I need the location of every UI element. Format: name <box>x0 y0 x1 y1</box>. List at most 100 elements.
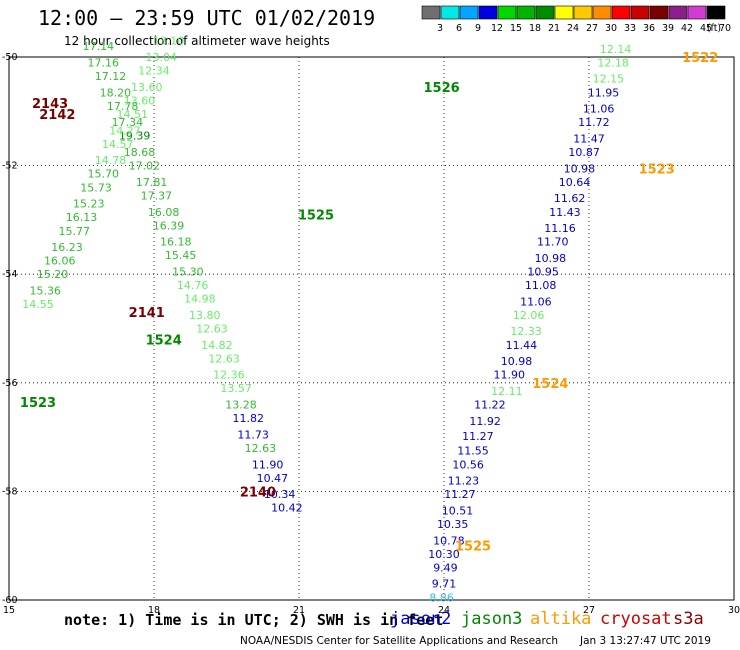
swh-value-label: 10.87 <box>568 146 600 159</box>
swh-value-label: 12.63 <box>196 323 228 336</box>
swh-value-label: 11.27 <box>444 488 476 501</box>
swh-value-label: 13.60 <box>124 94 156 107</box>
swh-value-label: 10.51 <box>442 504 474 517</box>
x-tick-label: 24 <box>438 605 450 616</box>
legend-tick-label: 45 <box>700 23 712 34</box>
swh-value-label: 13.28 <box>225 399 257 412</box>
footnote: note: 1) Time is in UTC; 2) SWH is in fe… <box>64 611 444 629</box>
pass-number-label: 1524 <box>146 333 182 348</box>
y-tick-label: -58 <box>2 486 18 497</box>
swh-value-label: 14.78 <box>95 154 127 167</box>
legend-swatch <box>497 5 517 20</box>
swh-value-label: 11.16 <box>544 222 576 235</box>
swh-value-label: 12.06 <box>513 309 545 322</box>
legend-swatch <box>611 5 631 20</box>
swh-value-label: 12.36 <box>213 369 245 382</box>
credit-line: NOAA/NESDIS Center for Satellite Applica… <box>240 635 558 647</box>
swh-value-label: 10.47 <box>257 472 289 485</box>
swh-value-label: 11.43 <box>549 206 581 219</box>
pass-number-label: 1523 <box>20 396 56 411</box>
swh-value-label: 10.98 <box>501 355 533 368</box>
pass-number-label: 2142 <box>39 108 75 123</box>
legend-tick-label: 9 <box>475 23 481 34</box>
swh-value-label: 11.72 <box>578 116 610 129</box>
legend-swatch <box>630 5 650 20</box>
pass-number-label: 1525 <box>455 540 491 555</box>
swh-value-label: 11.62 <box>554 192 586 205</box>
swh-value-label: 11.90 <box>252 458 284 471</box>
swh-value-label: 11.22 <box>474 399 506 412</box>
legend-swatch <box>706 5 726 20</box>
swh-value-label: 10.42 <box>271 502 303 515</box>
x-tick-label: 30 <box>728 605 740 616</box>
legend-tick-label: 6 <box>456 23 462 34</box>
swh-value-label: 10.95 <box>527 265 559 278</box>
legend-swatch <box>440 5 460 20</box>
x-tick-label: 15 <box>3 605 15 616</box>
swh-value-label: 17.78 <box>107 100 139 113</box>
swh-value-label: 11.70 <box>537 236 569 249</box>
swh-value-label: 10.98 <box>564 162 596 175</box>
swh-value-label: 17.37 <box>141 189 173 202</box>
y-tick-label: -60 <box>2 595 18 606</box>
swh-value-label: 17.02 <box>129 160 161 173</box>
swh-value-label: 10.98 <box>535 252 567 265</box>
pass-number-label: 1525 <box>298 208 334 223</box>
swh-value-label: 15.77 <box>59 225 91 238</box>
swh-value-label: 12.34 <box>138 65 170 78</box>
swh-value-label: 10.56 <box>452 458 484 471</box>
y-tick-label: -56 <box>2 378 18 389</box>
swh-value-label: 11.82 <box>233 412 265 425</box>
swh-value-label: 9.49 <box>433 561 458 574</box>
legend-tick-label: 36 <box>643 23 655 34</box>
swh-value-label: 17.16 <box>88 56 120 69</box>
x-tick-label: 21 <box>293 605 305 616</box>
swh-value-label: 17.34 <box>112 116 144 129</box>
swh-value-label: 13.80 <box>189 309 221 322</box>
swh-value-label: 13.60 <box>131 81 163 94</box>
swh-value-label: 12.33 <box>510 325 542 338</box>
swh-value-label: 11.06 <box>520 295 552 308</box>
swh-value-label: 9.71 <box>432 578 457 591</box>
swh-value-label: 12.63 <box>208 352 240 365</box>
swh-value-label: 16.13 <box>66 211 98 224</box>
pass-number-label: 2141 <box>129 306 165 321</box>
swh-value-label: 16.18 <box>160 236 192 249</box>
legend-swatch <box>668 5 688 20</box>
x-tick-label: 18 <box>148 605 160 616</box>
pass-number-label: 2140 <box>240 485 276 500</box>
swh-value-label: 17.12 <box>95 70 127 83</box>
swh-value-label: 16.39 <box>153 219 185 232</box>
swh-value-label: 17.81 <box>136 176 168 189</box>
swh-value-label: 11.47 <box>573 132 605 145</box>
legend-swatch <box>592 5 612 20</box>
legend-tick-label: 42 <box>681 23 693 34</box>
chart-subtitle: 12 hour collection of altimeter wave hei… <box>64 34 330 48</box>
swh-value-label: 11.44 <box>506 339 538 352</box>
swh-value-label: 15.30 <box>172 265 204 278</box>
swh-value-label: 13.57 <box>220 382 252 395</box>
swh-value-label: 14.51 <box>117 108 149 121</box>
swh-value-label: 13.10 <box>153 35 185 48</box>
swh-value-label: 12.11 <box>491 385 523 398</box>
swh-value-label: 8.86 <box>429 591 454 604</box>
swh-value-label: 12.18 <box>597 56 629 69</box>
swh-value-label: 10.64 <box>559 176 591 189</box>
swh-value-label: 15.70 <box>88 168 120 181</box>
legend-tick-label: 70 <box>719 23 731 34</box>
legend-jason3: jason3 <box>461 609 523 629</box>
swh-value-label: 10.35 <box>437 518 469 531</box>
legend-tick-label: 15 <box>510 23 522 34</box>
color-legend: 3 6 9 12 15 18 21 24 27 30 33 36 39 42 45 70(ft) <box>421 5 731 34</box>
legend-tick-label: 18 <box>529 23 541 34</box>
swh-value-label: 16.23 <box>51 241 83 254</box>
swh-value-label: 10.78 <box>433 534 465 547</box>
swh-value-label: 19.39 <box>119 130 151 143</box>
swh-value-label: 17.14 <box>83 40 115 53</box>
swh-value-label: 12.14 <box>600 43 632 56</box>
swh-value-label: 14.27 <box>109 124 141 137</box>
pass-number-label: 1526 <box>423 81 459 96</box>
swh-value-label: 14.76 <box>177 279 209 292</box>
swh-value-label: 10.34 <box>264 488 296 501</box>
